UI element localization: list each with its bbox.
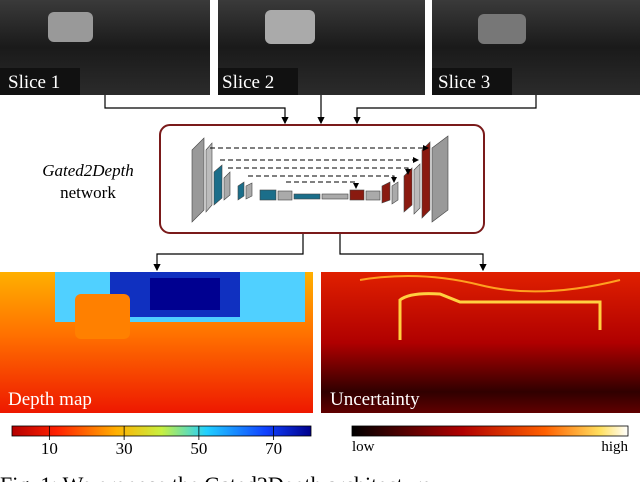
uncertainty-colorbar (351, 425, 629, 437)
network-diagram (191, 135, 449, 223)
output-label: Depth map (8, 389, 92, 410)
slice-images (0, 0, 640, 95)
tick-label: 70 (265, 439, 282, 458)
slice-label: Slice 1 (8, 72, 60, 93)
tick-label: 10 (41, 439, 58, 458)
uncertainty-image (321, 272, 640, 413)
network-box (159, 124, 485, 234)
slice-label: Slice 3 (438, 72, 490, 93)
network-name: Gated2Depth (42, 161, 134, 180)
skip-connections (210, 145, 429, 189)
tick-label: 50 (190, 439, 207, 458)
depth-map-image (0, 272, 313, 413)
depth-ticks: 10 30 50 70 (41, 426, 282, 458)
output-label: Uncertainty (330, 389, 420, 410)
slice-label: Slice 2 (222, 72, 274, 93)
caption: Fig. 1: We propose the Gated2Depth archi… (0, 472, 431, 482)
colorbar-label: low (352, 439, 375, 455)
depth-colorbar (11, 425, 312, 437)
network-label: network (60, 183, 116, 202)
colorbar-label: high (601, 439, 628, 455)
tick-label: 30 (116, 439, 133, 458)
connectors (104, 95, 537, 272)
